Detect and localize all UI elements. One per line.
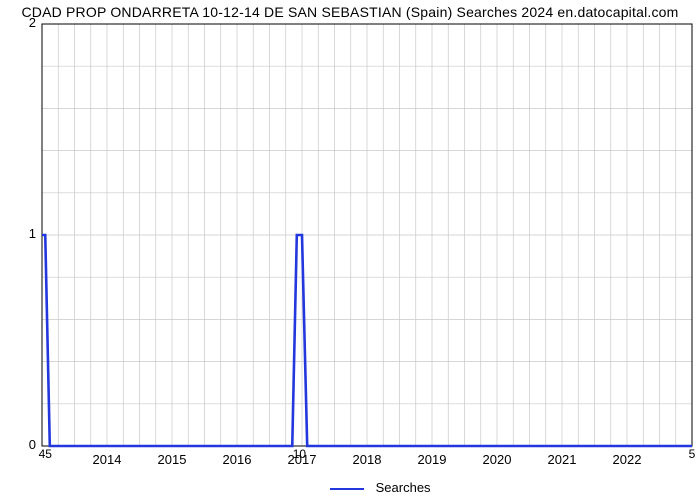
x-tick-label: 2021 — [548, 452, 577, 467]
count-label: 45 — [39, 447, 52, 461]
chart-container: { "chart": { "type": "line", "title": "C… — [0, 0, 700, 500]
y-tick-label: 1 — [6, 226, 36, 241]
chart-title: CDAD PROP ONDARRETA 10-12-14 DE SAN SEBA… — [0, 4, 700, 20]
x-tick-label: 2014 — [93, 452, 122, 467]
legend-label: Searches — [376, 480, 431, 495]
x-tick-label: 2018 — [353, 452, 382, 467]
y-tick-label: 2 — [6, 15, 36, 30]
y-tick-label: 0 — [6, 437, 36, 452]
x-tick-label: 2020 — [483, 452, 512, 467]
legend-line — [330, 488, 364, 490]
chart-plot — [0, 0, 700, 500]
count-label: 10 — [293, 447, 306, 461]
x-tick-label: 2015 — [158, 452, 187, 467]
x-tick-label: 2022 — [613, 452, 642, 467]
x-tick-label: 2019 — [418, 452, 447, 467]
legend: Searches — [330, 480, 431, 495]
count-label: 5 — [689, 447, 696, 461]
x-tick-label: 2016 — [223, 452, 252, 467]
